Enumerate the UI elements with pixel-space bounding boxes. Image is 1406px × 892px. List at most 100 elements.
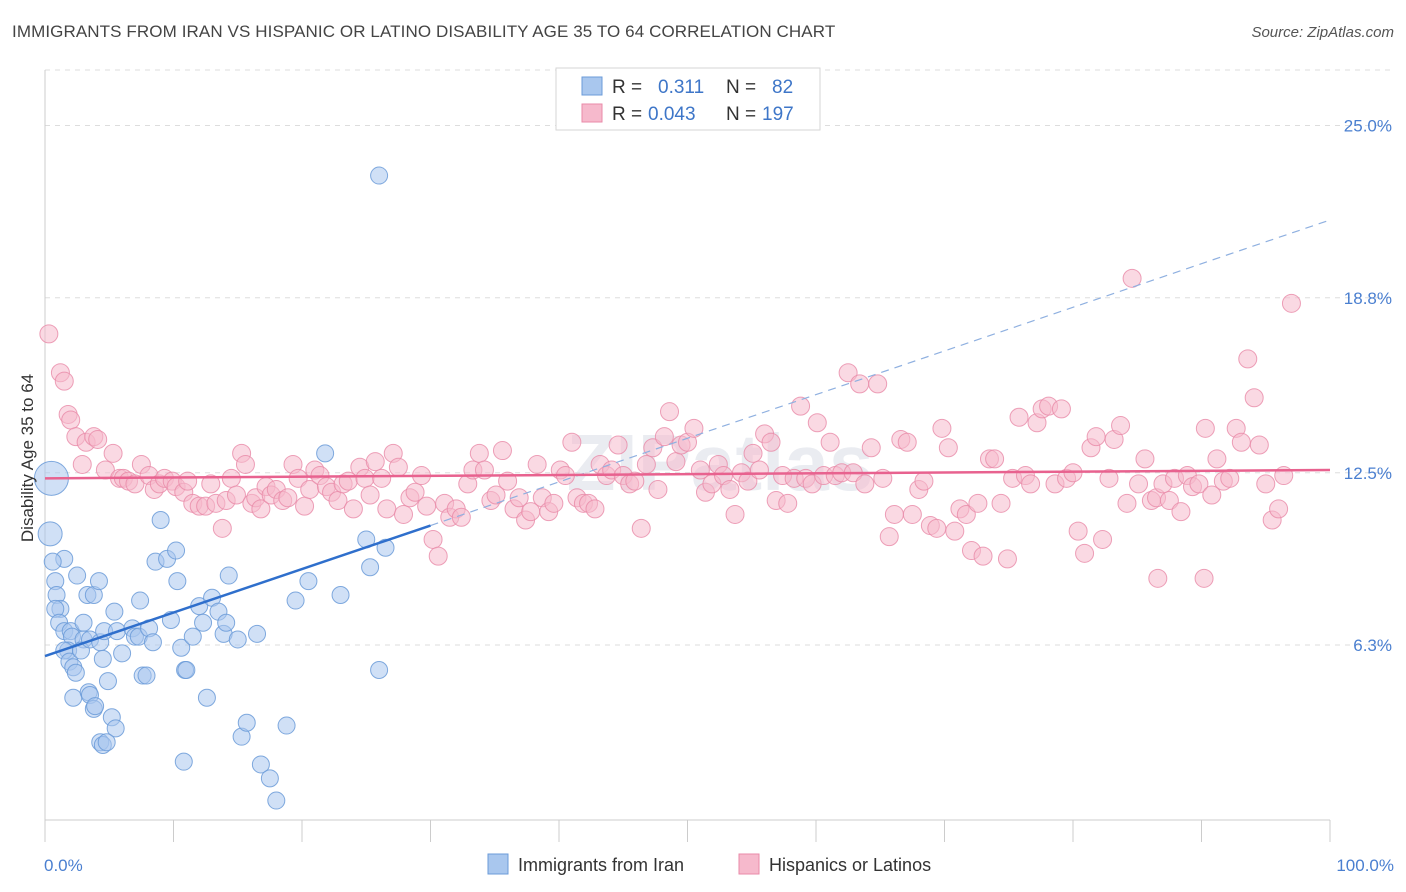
iran-point xyxy=(267,791,286,810)
hispanic-point xyxy=(861,438,881,458)
hispanic-point xyxy=(1171,502,1191,522)
top-legend: R = 0.311 N = 82 R = 0.043 N = 197 xyxy=(555,67,821,131)
hispanic-point xyxy=(725,504,745,524)
hispanic-point xyxy=(1231,432,1251,452)
hispanic-point xyxy=(103,443,123,463)
hispanic-point xyxy=(643,438,663,458)
hispanic-point xyxy=(1099,468,1119,488)
hispanic-point xyxy=(660,402,680,422)
axes xyxy=(44,70,1331,842)
source-label: Source: ZipAtlas.com xyxy=(1251,24,1394,41)
hispanic-point xyxy=(1256,474,1276,494)
hispanic-point xyxy=(820,432,840,452)
y-tick-label: 12.5% xyxy=(1344,464,1392,483)
hispanic-point xyxy=(1220,468,1240,488)
hispanic-point xyxy=(288,468,308,488)
iran-point xyxy=(316,444,335,463)
legend-r-label: R = xyxy=(612,77,642,98)
hispanic-point xyxy=(1075,543,1095,563)
hispanic-point xyxy=(1207,449,1227,469)
hispanic-point xyxy=(1021,474,1041,494)
hispanic-point xyxy=(1009,407,1029,427)
iran-point xyxy=(137,666,156,685)
hispanic-point xyxy=(388,457,408,477)
hispanic-point xyxy=(469,443,489,463)
y-tick-label: 18.8% xyxy=(1344,289,1392,308)
hispanic-point xyxy=(855,474,875,494)
iran-point xyxy=(43,552,62,571)
iran-point xyxy=(68,566,87,585)
chart-title: IMMIGRANTS FROM IRAN VS HISPANIC OR LATI… xyxy=(12,22,836,41)
hispanic-point xyxy=(1238,349,1258,369)
hispanic-point xyxy=(684,418,704,438)
iran-point xyxy=(64,688,83,707)
hispanic-point xyxy=(945,521,965,541)
hispanic-point xyxy=(938,438,958,458)
iran-point xyxy=(167,541,186,560)
bottom-legend-label-iran: Immigrants from Iran xyxy=(518,855,684,875)
hispanic-point xyxy=(636,454,656,474)
hispanic-point xyxy=(1068,521,1088,541)
iran-point xyxy=(194,613,213,632)
hispanic-point xyxy=(1249,435,1269,455)
bottom-legend-swatch-hispanic xyxy=(738,853,760,875)
x-tick-label-max: 100.0% xyxy=(1336,856,1394,875)
hispanic-point xyxy=(54,371,74,391)
legend-n-label: N = xyxy=(726,104,756,125)
iran-point xyxy=(237,713,256,732)
iran-point xyxy=(286,591,305,610)
hispanic-point xyxy=(451,507,471,527)
y-tick-label: 25.0% xyxy=(1344,117,1392,136)
hispanic-point xyxy=(625,471,645,491)
hispanic-point xyxy=(997,549,1017,569)
iran-point xyxy=(86,697,105,716)
iran-point xyxy=(228,630,247,649)
legend-n-value-iran: 82 xyxy=(772,77,793,98)
iran-point xyxy=(93,649,112,668)
hispanic-point xyxy=(1195,418,1215,438)
hispanic-point xyxy=(838,363,858,383)
hispanic-point xyxy=(648,479,668,499)
bottom-legend-swatch-iran xyxy=(487,853,509,875)
legend-n-value-hispanic: 197 xyxy=(762,104,794,125)
hispanic-point xyxy=(251,499,271,519)
hispanic-point xyxy=(562,432,582,452)
hispanic-point xyxy=(738,471,758,491)
hispanic-point xyxy=(791,396,811,416)
hispanic-point xyxy=(178,471,198,491)
hispanic-point xyxy=(850,374,870,394)
hispanic-point xyxy=(1244,388,1264,408)
legend-r-value-iran: 0.311 xyxy=(658,77,704,98)
iran-point xyxy=(174,752,193,771)
x-tick-labels: 0.0% 100.0% xyxy=(44,856,1394,875)
iran-point xyxy=(277,716,296,735)
hispanic-point xyxy=(394,504,414,524)
iran-point xyxy=(251,755,270,774)
legend-swatch-hispanic xyxy=(581,103,603,123)
hispanic-point xyxy=(631,518,651,538)
hispanic-point xyxy=(761,432,781,452)
y-tick-label: 6.3% xyxy=(1353,636,1392,655)
legend-swatch-iran xyxy=(581,76,603,96)
iran-point xyxy=(370,661,389,679)
iran-point xyxy=(370,166,389,185)
hispanic-point xyxy=(985,449,1005,469)
hispanic-point xyxy=(932,418,952,438)
iran-point xyxy=(143,633,162,652)
hispanic-point xyxy=(295,496,315,516)
hispanic-point xyxy=(405,482,425,502)
hispanic-point xyxy=(486,485,506,505)
hispanic-point xyxy=(1111,416,1131,436)
iran-point xyxy=(248,624,267,643)
hispanic-point xyxy=(1086,427,1106,447)
hispanic-point xyxy=(492,441,512,461)
hispanic-point xyxy=(973,546,993,566)
hispanic-point xyxy=(927,518,947,538)
hispanic-point xyxy=(902,504,922,524)
hispanic-point xyxy=(1129,474,1149,494)
y-axis-label: Disability Age 35 to 64 xyxy=(18,374,37,542)
legend-r-label: R = xyxy=(612,104,642,125)
hispanic-point xyxy=(226,485,246,505)
iran-point xyxy=(219,566,238,585)
